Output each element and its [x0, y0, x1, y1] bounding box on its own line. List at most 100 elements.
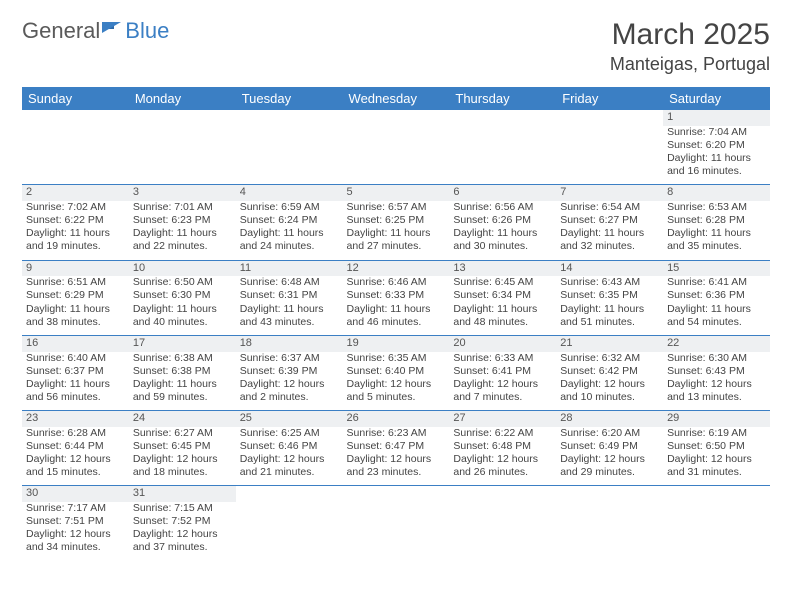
day-data-cell	[236, 502, 343, 561]
flag-icon	[101, 18, 123, 44]
daylight-line: Daylight: 12 hours and 29 minutes.	[560, 453, 659, 479]
day-data-cell	[343, 502, 450, 561]
sunrise-line: Sunrise: 7:17 AM	[26, 502, 125, 515]
day-data-cell: Sunrise: 6:37 AMSunset: 6:39 PMDaylight:…	[236, 352, 343, 411]
day-number-cell: 19	[343, 335, 450, 351]
sunset-line: Sunset: 6:46 PM	[240, 440, 339, 453]
day-number-cell: 18	[236, 335, 343, 351]
day-number-cell: 31	[129, 486, 236, 502]
day-data-cell: Sunrise: 7:04 AMSunset: 6:20 PMDaylight:…	[663, 126, 770, 185]
daylight-line: Daylight: 12 hours and 13 minutes.	[667, 378, 766, 404]
day-header: Sunday	[22, 87, 129, 110]
sunset-line: Sunset: 6:36 PM	[667, 289, 766, 302]
day-data-cell: Sunrise: 6:35 AMSunset: 6:40 PMDaylight:…	[343, 352, 450, 411]
sunset-line: Sunset: 6:29 PM	[26, 289, 125, 302]
daynum-row: 3031	[22, 486, 770, 502]
day-number-cell: 9	[22, 260, 129, 276]
header: General Blue March 2025 Manteigas, Portu…	[22, 18, 770, 75]
daylight-line: Daylight: 11 hours and 59 minutes.	[133, 378, 232, 404]
sunset-line: Sunset: 6:25 PM	[347, 214, 446, 227]
sunset-line: Sunset: 6:49 PM	[560, 440, 659, 453]
sunset-line: Sunset: 6:24 PM	[240, 214, 339, 227]
brand-part2: Blue	[125, 18, 169, 44]
day-data-cell	[22, 126, 129, 185]
day-number-cell: 20	[449, 335, 556, 351]
sunset-line: Sunset: 6:30 PM	[133, 289, 232, 302]
sunrise-line: Sunrise: 6:28 AM	[26, 427, 125, 440]
day-data-cell: Sunrise: 7:17 AMSunset: 7:51 PMDaylight:…	[22, 502, 129, 561]
data-row: Sunrise: 7:04 AMSunset: 6:20 PMDaylight:…	[22, 126, 770, 185]
daylight-line: Daylight: 11 hours and 40 minutes.	[133, 303, 232, 329]
day-data-cell: Sunrise: 6:28 AMSunset: 6:44 PMDaylight:…	[22, 427, 129, 486]
day-data-cell: Sunrise: 6:41 AMSunset: 6:36 PMDaylight:…	[663, 276, 770, 335]
day-number-cell: 23	[22, 411, 129, 427]
day-data-cell	[236, 126, 343, 185]
day-header-row: SundayMondayTuesdayWednesdayThursdayFrid…	[22, 87, 770, 110]
daylight-line: Daylight: 12 hours and 15 minutes.	[26, 453, 125, 479]
day-number-cell	[236, 110, 343, 126]
sunrise-line: Sunrise: 6:22 AM	[453, 427, 552, 440]
day-data-cell: Sunrise: 6:19 AMSunset: 6:50 PMDaylight:…	[663, 427, 770, 486]
daylight-line: Daylight: 12 hours and 5 minutes.	[347, 378, 446, 404]
sunrise-line: Sunrise: 6:19 AM	[667, 427, 766, 440]
day-data-cell	[556, 126, 663, 185]
day-data-cell: Sunrise: 6:56 AMSunset: 6:26 PMDaylight:…	[449, 201, 556, 260]
sunrise-line: Sunrise: 7:01 AM	[133, 201, 232, 214]
daylight-line: Daylight: 11 hours and 16 minutes.	[667, 152, 766, 178]
day-data-cell: Sunrise: 6:53 AMSunset: 6:28 PMDaylight:…	[663, 201, 770, 260]
month-title: March 2025	[610, 18, 770, 52]
sunrise-line: Sunrise: 6:37 AM	[240, 352, 339, 365]
day-data-cell: Sunrise: 6:57 AMSunset: 6:25 PMDaylight:…	[343, 201, 450, 260]
day-number-cell: 26	[343, 411, 450, 427]
sunset-line: Sunset: 6:38 PM	[133, 365, 232, 378]
daylight-line: Daylight: 12 hours and 10 minutes.	[560, 378, 659, 404]
sunset-line: Sunset: 6:41 PM	[453, 365, 552, 378]
data-row: Sunrise: 7:17 AMSunset: 7:51 PMDaylight:…	[22, 502, 770, 561]
day-number-cell: 8	[663, 185, 770, 201]
sunrise-line: Sunrise: 6:51 AM	[26, 276, 125, 289]
day-data-cell: Sunrise: 6:38 AMSunset: 6:38 PMDaylight:…	[129, 352, 236, 411]
data-row: Sunrise: 6:28 AMSunset: 6:44 PMDaylight:…	[22, 427, 770, 486]
sunrise-line: Sunrise: 6:53 AM	[667, 201, 766, 214]
calendar-table: SundayMondayTuesdayWednesdayThursdayFrid…	[22, 87, 770, 561]
daylight-line: Daylight: 12 hours and 31 minutes.	[667, 453, 766, 479]
sunset-line: Sunset: 6:35 PM	[560, 289, 659, 302]
day-number-cell: 25	[236, 411, 343, 427]
day-number-cell: 24	[129, 411, 236, 427]
day-number-cell	[129, 110, 236, 126]
daylight-line: Daylight: 11 hours and 38 minutes.	[26, 303, 125, 329]
sunset-line: Sunset: 6:45 PM	[133, 440, 232, 453]
day-number-cell: 6	[449, 185, 556, 201]
brand-logo: General Blue	[22, 18, 169, 44]
sunrise-line: Sunrise: 6:56 AM	[453, 201, 552, 214]
daylight-line: Daylight: 11 hours and 22 minutes.	[133, 227, 232, 253]
sunrise-line: Sunrise: 6:23 AM	[347, 427, 446, 440]
day-number-cell: 2	[22, 185, 129, 201]
sunset-line: Sunset: 6:28 PM	[667, 214, 766, 227]
day-data-cell: Sunrise: 6:50 AMSunset: 6:30 PMDaylight:…	[129, 276, 236, 335]
daylight-line: Daylight: 11 hours and 51 minutes.	[560, 303, 659, 329]
sunrise-line: Sunrise: 6:35 AM	[347, 352, 446, 365]
day-number-cell: 29	[663, 411, 770, 427]
day-number-cell: 27	[449, 411, 556, 427]
day-data-cell: Sunrise: 7:15 AMSunset: 7:52 PMDaylight:…	[129, 502, 236, 561]
sunrise-line: Sunrise: 6:33 AM	[453, 352, 552, 365]
day-number-cell	[343, 486, 450, 502]
sunset-line: Sunset: 6:34 PM	[453, 289, 552, 302]
daylight-line: Daylight: 12 hours and 2 minutes.	[240, 378, 339, 404]
sunset-line: Sunset: 6:23 PM	[133, 214, 232, 227]
daynum-row: 23242526272829	[22, 411, 770, 427]
daynum-row: 9101112131415	[22, 260, 770, 276]
sunset-line: Sunset: 6:40 PM	[347, 365, 446, 378]
day-data-cell: Sunrise: 6:45 AMSunset: 6:34 PMDaylight:…	[449, 276, 556, 335]
day-number-cell: 28	[556, 411, 663, 427]
day-data-cell: Sunrise: 6:33 AMSunset: 6:41 PMDaylight:…	[449, 352, 556, 411]
data-row: Sunrise: 6:51 AMSunset: 6:29 PMDaylight:…	[22, 276, 770, 335]
day-number-cell	[22, 110, 129, 126]
daylight-line: Daylight: 12 hours and 18 minutes.	[133, 453, 232, 479]
day-number-cell: 30	[22, 486, 129, 502]
daylight-line: Daylight: 11 hours and 24 minutes.	[240, 227, 339, 253]
day-number-cell: 16	[22, 335, 129, 351]
day-data-cell	[449, 502, 556, 561]
sunrise-line: Sunrise: 6:57 AM	[347, 201, 446, 214]
